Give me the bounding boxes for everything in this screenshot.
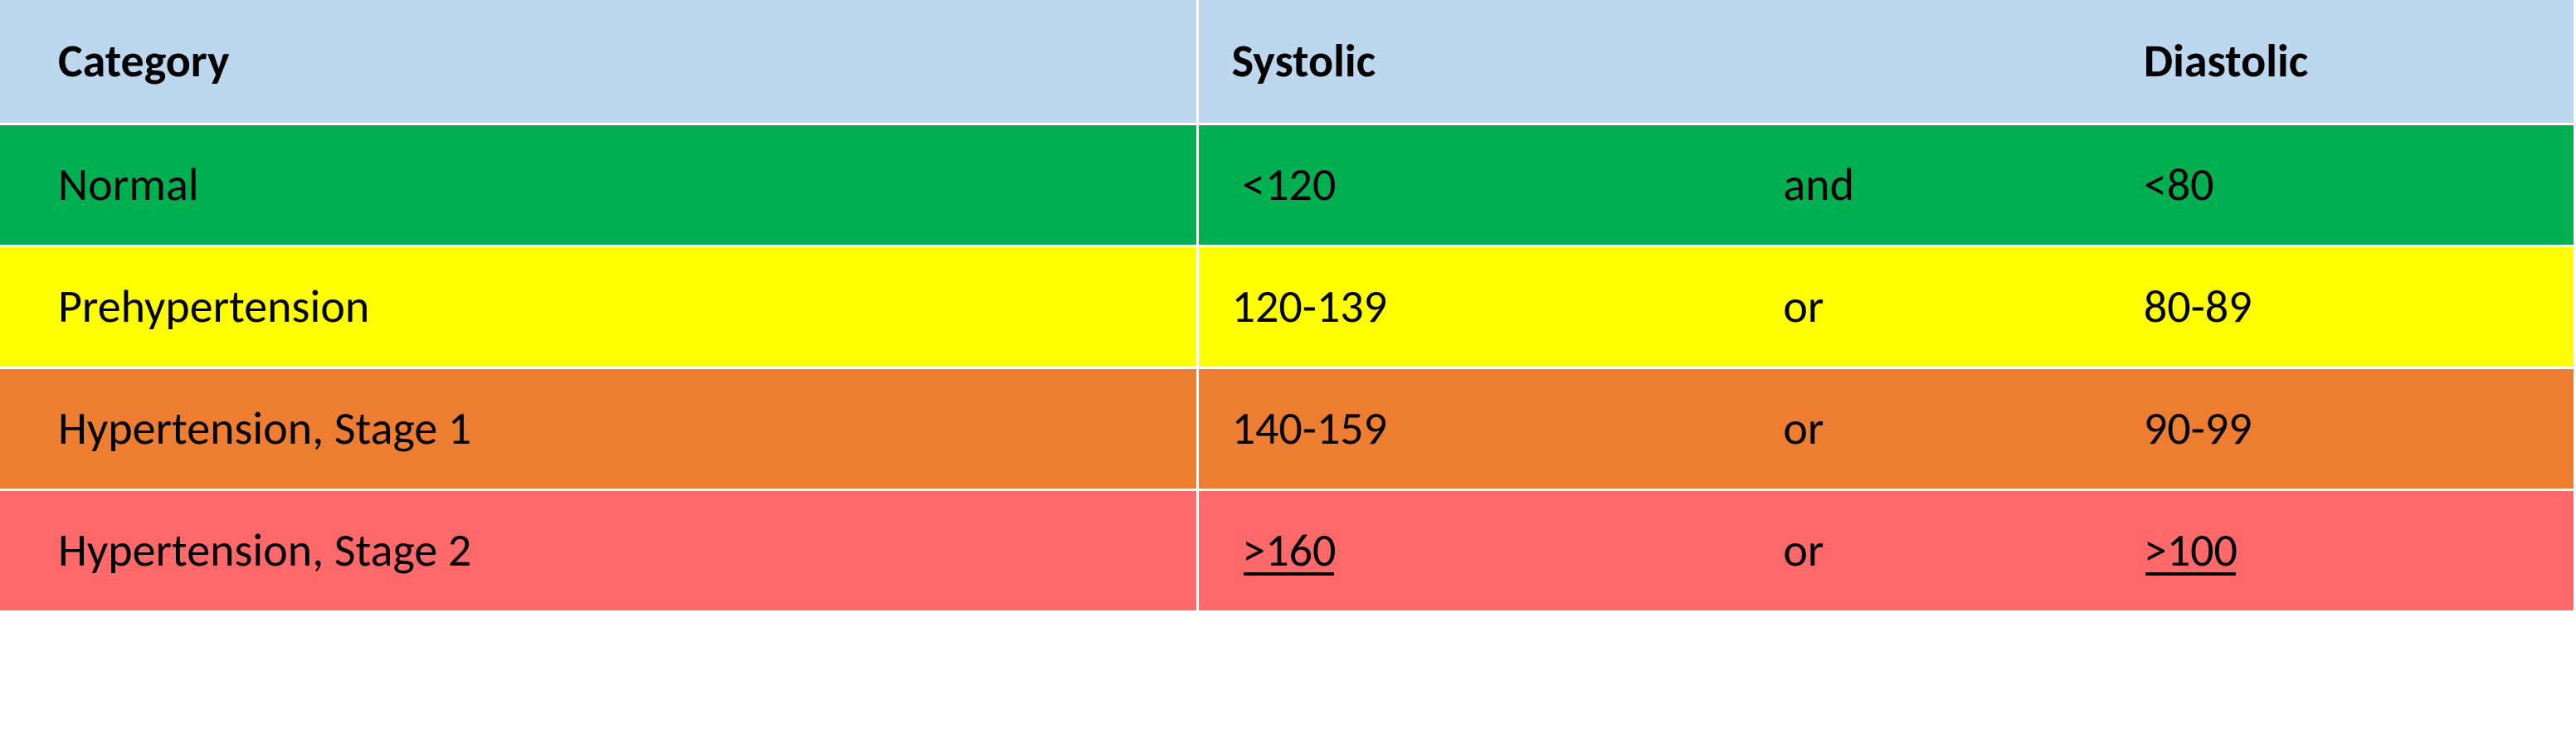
cell-diastolic: 80-89 <box>2086 246 2575 368</box>
header-conjunction <box>1725 0 2085 124</box>
bp-category-table-wrapper: Category Systolic Diastolic Normal <120a… <box>0 0 2576 613</box>
cell-category: Prehypertension <box>0 246 1197 368</box>
table-body: Normal <120and<80Prehypertension120-139o… <box>0 124 2575 612</box>
cell-diastolic: >100 <box>2086 490 2575 612</box>
table-row: Prehypertension120-139or80-89 <box>0 246 2575 368</box>
cell-category: Hypertension, Stage 2 <box>0 490 1197 612</box>
table-header-row: Category Systolic Diastolic <box>0 0 2575 124</box>
table-row: Hypertension, Stage 2 >160or>100 <box>0 490 2575 612</box>
cell-diastolic: <80 <box>2086 124 2575 246</box>
cell-conjunction: or <box>1725 368 2085 490</box>
header-category: Category <box>0 0 1197 124</box>
header-systolic: Systolic <box>1197 0 1725 124</box>
cell-category: Normal <box>0 124 1197 246</box>
cell-systolic: 140-159 <box>1197 368 1725 490</box>
header-diastolic: Diastolic <box>2086 0 2575 124</box>
bp-category-table: Category Systolic Diastolic Normal <120a… <box>0 0 2576 613</box>
cell-systolic: 120-139 <box>1197 246 1725 368</box>
cell-systolic: >160 <box>1197 490 1725 612</box>
table-row: Hypertension, Stage 1140-159or90-99 <box>0 368 2575 490</box>
cell-conjunction: or <box>1725 490 2085 612</box>
cell-conjunction: and <box>1725 124 2085 246</box>
cell-diastolic: 90-99 <box>2086 368 2575 490</box>
table-row: Normal <120and<80 <box>0 124 2575 246</box>
cell-conjunction: or <box>1725 246 2085 368</box>
cell-systolic: <120 <box>1197 124 1725 246</box>
cell-category: Hypertension, Stage 1 <box>0 368 1197 490</box>
